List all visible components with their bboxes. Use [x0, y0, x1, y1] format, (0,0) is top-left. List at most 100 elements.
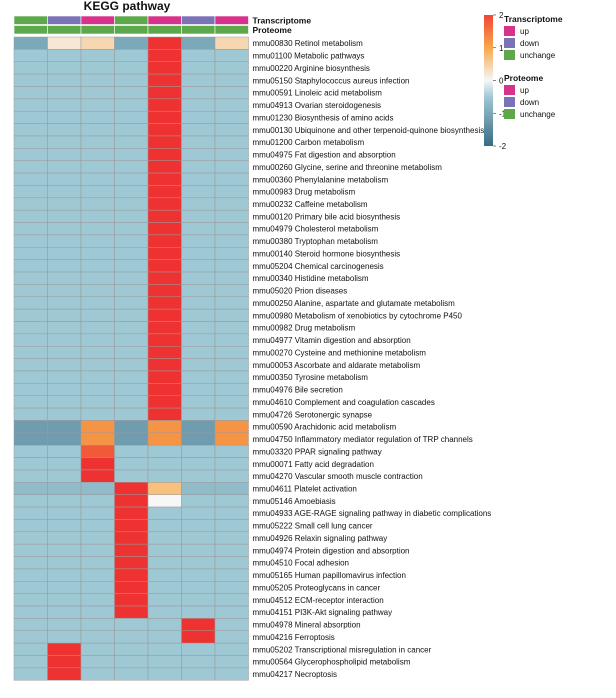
- heatmap-cell: [114, 160, 149, 174]
- heatmap-cell: [147, 160, 182, 174]
- heatmap-cell: [147, 346, 182, 359]
- heatmap-cell: [80, 284, 115, 298]
- heatmap-cell: [181, 568, 216, 582]
- heatmap-cell: [114, 73, 149, 87]
- heatmap-cell: [214, 581, 249, 594]
- heatmap-cell: [47, 333, 82, 347]
- annotation-cell: [214, 15, 249, 25]
- heatmap-cell: [147, 222, 182, 236]
- row-label: mmu00260 Glycine, serine and threonine m…: [253, 163, 443, 172]
- heatmap-cell: [47, 395, 82, 409]
- heatmap-cell: [214, 247, 249, 260]
- row-label: mmu04974 Protein digestion and absorptio…: [253, 546, 410, 555]
- heatmap-cell: [80, 222, 115, 236]
- row-label: mmu04512 ECM-receptor interaction: [253, 596, 384, 605]
- heatmap-cell: [80, 519, 115, 533]
- heatmap-cell: [114, 209, 149, 223]
- heatmap-cell: [13, 605, 48, 619]
- heatmap-cell: [181, 333, 216, 347]
- heatmap-cell: [147, 593, 182, 607]
- heatmap-cell: [47, 667, 82, 681]
- heatmap-cell: [47, 346, 82, 359]
- heatmap-cell: [13, 420, 48, 434]
- heatmap-cell: [181, 531, 216, 545]
- heatmap-cell: [214, 358, 249, 372]
- heatmap-cell: [181, 457, 216, 471]
- heatmap-cell: [214, 457, 249, 471]
- heatmap-cell: [214, 135, 249, 149]
- heatmap-cell: [214, 667, 249, 681]
- heatmap-cell: [181, 321, 216, 335]
- heatmap-cell: [80, 308, 115, 322]
- heatmap-cell: [13, 148, 48, 161]
- heatmap-cell: [47, 247, 82, 260]
- annotation-cell: [114, 15, 149, 25]
- heatmap-cell: [13, 358, 48, 372]
- heatmap-cell: [214, 395, 249, 409]
- heatmap-cell: [214, 259, 249, 273]
- heatmap-cell: [181, 593, 216, 607]
- heatmap-cell: [80, 86, 115, 100]
- row-label: mmu04979 Cholesterol metabolism: [253, 225, 379, 234]
- heatmap-cell: [80, 383, 115, 396]
- heatmap-cell: [47, 457, 82, 471]
- heatmap-cell: [80, 457, 115, 471]
- row-label: mmu05202 Transcriptional misregulation i…: [253, 645, 432, 654]
- heatmap-cell: [214, 444, 249, 458]
- heatmap-cell: [214, 185, 249, 199]
- heatmap-cell: [181, 296, 216, 310]
- heatmap-cell: [114, 444, 149, 458]
- heatmap-cell: [13, 370, 48, 384]
- heatmap-cell: [114, 321, 149, 335]
- heatmap-cell: [47, 284, 82, 298]
- heatmap-cell: [214, 86, 249, 100]
- heatmap-cell: [47, 308, 82, 322]
- heatmap-cell: [214, 556, 249, 570]
- heatmap-cell: [147, 370, 182, 384]
- heatmap-cell: [47, 86, 82, 100]
- heatmap-cell: [114, 86, 149, 100]
- heatmap-cell: [13, 271, 48, 285]
- heatmap-cell: [13, 61, 48, 75]
- heatmap-cell: [181, 482, 216, 495]
- heatmap-cell: [80, 667, 115, 681]
- heatmap-cell: [214, 98, 249, 112]
- heatmap-cell: [181, 172, 216, 186]
- heatmap-cell: [80, 395, 115, 409]
- legend-swatch: [504, 26, 515, 36]
- heatmap-cell: [214, 593, 249, 607]
- heatmap-cell: [214, 197, 249, 211]
- heatmap-cell: [147, 135, 182, 149]
- color-scale-tick-label: 1: [499, 44, 504, 53]
- heatmap-cell: [147, 494, 182, 508]
- heatmap-cell: [147, 296, 182, 310]
- row-label: mmu04978 Mineral absorption: [253, 621, 361, 630]
- heatmap-cell: [80, 61, 115, 75]
- heatmap-cell: [47, 135, 82, 149]
- heatmap-cell: [47, 296, 82, 310]
- heatmap-cell: [80, 469, 115, 483]
- heatmap-cell: [47, 148, 82, 161]
- heatmap-cell: [80, 346, 115, 359]
- annotation-cell: [13, 15, 48, 25]
- heatmap-cell: [214, 630, 249, 644]
- heatmap-cell: [147, 630, 182, 644]
- heatmap-cell: [214, 36, 249, 50]
- heatmap-cell: [80, 160, 115, 174]
- heatmap-cell: [114, 358, 149, 372]
- heatmap-cell: [47, 123, 82, 137]
- heatmap-cell: [147, 209, 182, 223]
- heatmap-cell: [13, 333, 48, 347]
- heatmap-cell: [114, 556, 149, 570]
- heatmap-cell: [147, 531, 182, 545]
- heatmap-cell: [147, 655, 182, 669]
- heatmap-cell: [181, 86, 216, 100]
- row-label: mmu04976 Bile secretion: [253, 386, 343, 395]
- heatmap-cell: [47, 556, 82, 570]
- heatmap-cell: [13, 444, 48, 458]
- heatmap-cell: [114, 259, 149, 273]
- heatmap-cell: [47, 581, 82, 594]
- heatmap-cell: [114, 247, 149, 260]
- heatmap-cell: [13, 655, 48, 669]
- heatmap-cell: [13, 469, 48, 483]
